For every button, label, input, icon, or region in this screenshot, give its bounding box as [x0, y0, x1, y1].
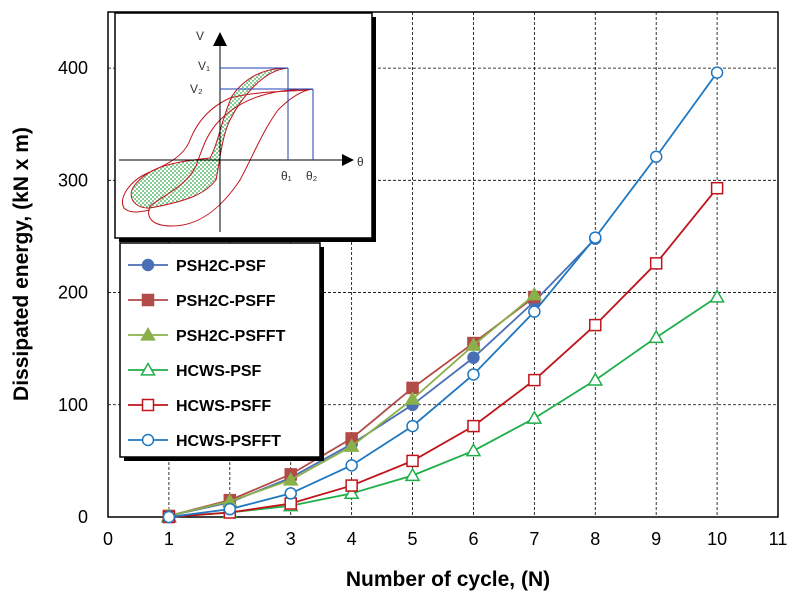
data-point [343, 438, 360, 452]
inset-y-arrow [213, 32, 227, 46]
inset-y-label: V [196, 29, 204, 43]
legend-box [119, 242, 321, 458]
data-point [223, 502, 237, 516]
legend-items: PSH2C-PSF PSH2C-PSFF PSH2C-PSFFT HCWS-PSF HC… [128, 258, 286, 450]
data-point [710, 181, 724, 195]
data-point [284, 487, 297, 500]
data-point [589, 318, 602, 332]
data-point [406, 454, 419, 468]
y-axis-title: Dissipated energy, (kN x m) [10, 127, 33, 401]
legend-marker [141, 293, 155, 307]
inset-x-arrow [342, 154, 354, 166]
data-point [526, 410, 543, 424]
data-point [649, 257, 663, 270]
data-point [528, 373, 541, 387]
data-point [465, 337, 482, 351]
data-point [648, 329, 664, 344]
legend-item: PSH2C-PSFFT [128, 326, 286, 345]
x-tick-label: 7 [529, 529, 539, 549]
data-point [404, 467, 421, 482]
legend-label: PSH2C-PSFFT [176, 328, 286, 345]
data-point [710, 66, 724, 79]
x-tick-label: 4 [347, 529, 357, 549]
legend-marker [141, 258, 155, 272]
legend-label: PSH2C-PSF [176, 258, 266, 275]
data-point [467, 351, 480, 364]
data-point [162, 510, 176, 524]
x-tick-label: 10 [707, 529, 727, 549]
legend-label: PSH2C-PSFF [176, 293, 276, 310]
x-tick-label: 8 [590, 529, 600, 549]
data-point [709, 289, 725, 303]
x-tick-label: 9 [651, 529, 661, 549]
data-point [404, 391, 421, 405]
legend-item: PSH2C-PSFF [128, 293, 276, 310]
data-point [343, 485, 360, 500]
y-tick-label: 400 [58, 58, 88, 78]
plot-area [107, 11, 779, 518]
hysteresis-inset: V θ V₁ V₂ θ₁ θ₂ [114, 12, 376, 242]
data-point [589, 231, 602, 244]
data-point [345, 479, 358, 492]
y-tick-label: 100 [58, 395, 88, 415]
inset-theta2-label: θ₂ [306, 169, 318, 183]
x-tick-label: 6 [468, 529, 478, 549]
series-line [168, 72, 718, 518]
x-tick-label: 3 [286, 529, 296, 549]
legend-label: HCWS-PSF [176, 363, 262, 380]
legend-item: PSH2C-PSF [128, 258, 266, 275]
x-tick-label: 2 [225, 529, 235, 549]
data-point [467, 419, 480, 433]
legend-item: HCWS-PSF [128, 361, 262, 380]
legend: PSH2C-PSF PSH2C-PSFF PSH2C-PSFFT HCWS-PSF HC… [119, 242, 324, 461]
x-tick-label: 11 [769, 529, 788, 549]
axis-tick-labels: 0 1 2 3 4 5 6 7 8 9 10 11 0 100 200 300 400 [58, 58, 787, 549]
x-tick-label: 5 [408, 529, 418, 549]
series-psh2c-psfft [161, 286, 543, 522]
y-tick-label: 300 [58, 170, 88, 190]
series-layer [161, 66, 725, 524]
series-line [168, 296, 718, 518]
data-point [649, 150, 663, 164]
y-tick-label: 0 [78, 507, 88, 527]
legend-marker [140, 326, 156, 341]
legend-item: HCWS-PSFF [128, 398, 271, 415]
series-line [168, 187, 718, 518]
x-tick-label: 0 [103, 529, 113, 549]
inset-v2-label: V₂ [190, 82, 203, 96]
legend-label: HCWS-PSFF [176, 398, 271, 415]
series-hcws-psfft [162, 66, 724, 524]
data-point [282, 471, 299, 486]
data-point [406, 419, 419, 433]
data-point [526, 286, 543, 301]
data-point [528, 305, 541, 318]
legend-marker [140, 361, 156, 376]
x-tick-label: 1 [164, 529, 174, 549]
legend-item: HCWS-PSFFT [128, 433, 281, 450]
inset-theta1-label: θ₁ [281, 169, 292, 183]
data-point [465, 442, 482, 457]
legend-marker [141, 398, 155, 412]
inner-hysteresis-loop [130, 67, 289, 209]
legend-label: HCWS-PSFFT [176, 433, 281, 450]
x-axis-title: Number of cycle, (N) [346, 568, 550, 591]
inset-x-label: θ [357, 155, 364, 169]
data-point [345, 459, 358, 472]
data-point [587, 372, 604, 386]
y-tick-label: 200 [58, 283, 88, 303]
data-point [467, 368, 480, 381]
series-hcws-psf [161, 289, 725, 523]
inset-v1-label: V₁ [198, 59, 210, 73]
legend-marker [141, 433, 155, 447]
